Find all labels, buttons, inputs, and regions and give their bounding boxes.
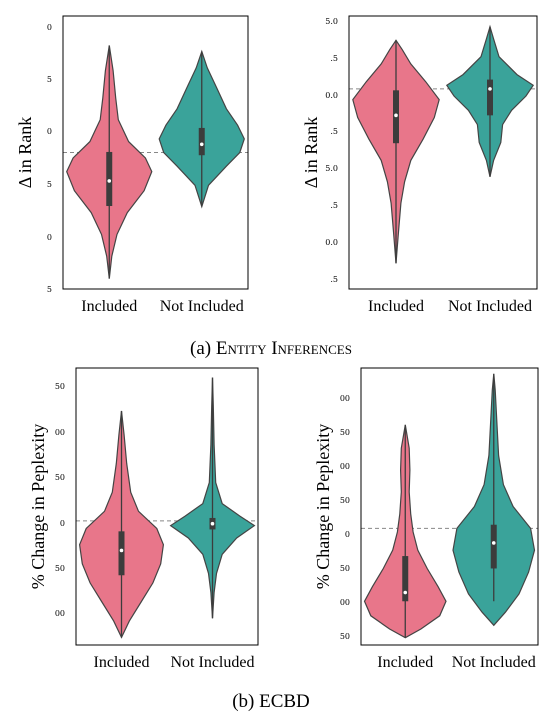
y-tick-label: 00 [340, 394, 350, 403]
y-tick-label: 0 [345, 530, 350, 539]
median-point [394, 113, 398, 118]
y-tick-label: 50 [340, 496, 350, 505]
y-tick-label: 00 [340, 598, 350, 607]
y-tick-label: .5 [330, 201, 338, 210]
median-point [210, 521, 215, 526]
plot-frame [348, 15, 538, 290]
y-tick-label: 50 [340, 632, 350, 641]
y-tick-label: 5.0 [325, 17, 338, 26]
panel-b-left: 50 00 50 0 50 00 % Change in Peplexity Included… [28, 367, 259, 671]
y-axis-label: % Change in Peplexity [28, 424, 48, 589]
caption-b-label: (b) [232, 691, 255, 712]
iqr-box [402, 556, 409, 602]
y-tick-label: 0 [47, 23, 52, 32]
caption-a: (a) Entity Inferences [0, 338, 542, 360]
median-point [119, 548, 124, 553]
plot-frame [360, 367, 539, 646]
median-point [488, 87, 492, 91]
caption-b: (b) ECBD [0, 691, 542, 713]
y-axis-label: % Change in Peplexity [313, 424, 333, 589]
median-point [199, 142, 204, 147]
iqr-box [198, 127, 205, 156]
panel-a-right: 5.0 .5 0.0 .5 5.0 .5 0.0 .5 Δ in Rank Included Not… [301, 15, 538, 315]
y-tick-label: 50 [340, 564, 350, 573]
caption-a-name: Entity Inferences [215, 338, 352, 359]
iqr-box [106, 151, 113, 207]
iqr-box [487, 79, 493, 116]
y-tick-label: 0 [47, 127, 52, 136]
y-tick-label: 0.0 [325, 91, 338, 100]
median-point [403, 590, 408, 595]
median-point [491, 541, 496, 545]
x-tick-label-included: Included [81, 298, 137, 315]
plot-frame [62, 15, 249, 290]
y-axis-label: Δ in Rank [301, 117, 321, 189]
iqr-box [490, 524, 497, 569]
x-tick-label-included: Included [94, 654, 150, 671]
y-tick-label: 00 [55, 609, 65, 618]
x-tick-label-not-included: Not Included [171, 654, 255, 671]
x-tick-label-not-included: Not Included [160, 298, 244, 315]
y-tick-label: 50 [340, 428, 350, 437]
caption-b-name: ECBD [259, 691, 310, 712]
y-tick-label: 50 [55, 564, 65, 573]
y-tick-label: 5 [47, 180, 52, 189]
y-tick-label: 0 [60, 519, 65, 528]
y-axis-label: Δ in Rank [15, 117, 35, 189]
y-tick-label: .5 [330, 275, 338, 284]
y-tick-label: 00 [55, 428, 65, 437]
y-tick-label: 00 [340, 462, 350, 471]
y-tick-label: 5 [47, 285, 52, 294]
x-tick-label-included: Included [368, 298, 424, 315]
median-point [107, 179, 112, 183]
y-tick-label: 5 [47, 75, 52, 84]
panel-b-right: 00 50 00 50 0 50 00 50 % Change in Peplexity Incl… [313, 367, 539, 671]
y-tick-label: 50 [55, 473, 65, 482]
y-tick-label: 0 [47, 233, 52, 242]
iqr-box [118, 531, 125, 576]
caption-a-label: (a) [190, 338, 212, 359]
y-tick-label: .5 [330, 54, 338, 63]
plot-frame [75, 367, 259, 646]
x-tick-label-not-included: Not Included [448, 298, 532, 315]
x-tick-label-included: Included [377, 654, 433, 671]
y-tick-label: 50 [55, 382, 65, 391]
y-tick-label: .5 [330, 127, 338, 136]
panel-a-left: 0 5 0 5 0 5 Δ in Rank Included Not Included [15, 15, 249, 315]
y-tick-label: 0.0 [325, 238, 338, 247]
x-tick-label-not-included: Not Included [452, 654, 536, 671]
y-tick-label: 5.0 [325, 164, 338, 173]
